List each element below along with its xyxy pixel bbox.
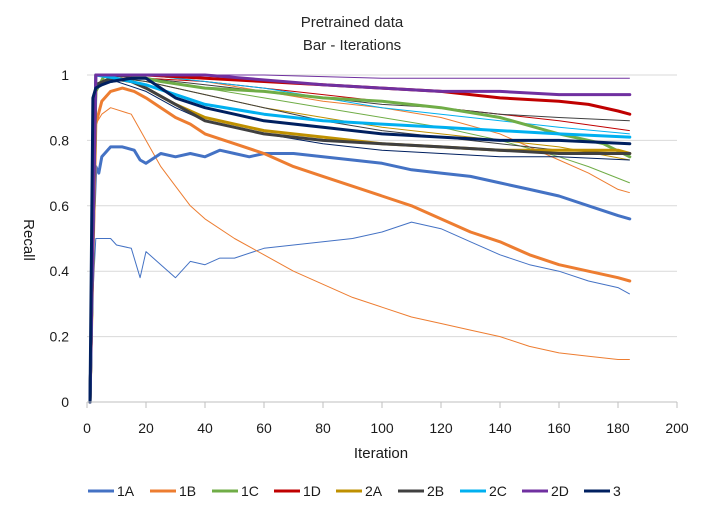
legend: 1A 1B 1C 1D 2A 2B 2C 2D 3 bbox=[88, 483, 621, 499]
y-tick-labels: 0 0.2 0.4 0.6 0.8 1 bbox=[50, 67, 70, 410]
x-tick-label: 160 bbox=[547, 420, 571, 436]
series-line-2C bbox=[88, 73, 632, 404]
x-tick-label: 140 bbox=[488, 420, 512, 436]
x-tick-labels: 0 20 40 60 80 100 120 140 160 180 200 bbox=[83, 420, 689, 436]
series-line-3 bbox=[88, 76, 632, 404]
x-tick-label: 200 bbox=[665, 420, 689, 436]
series-line-1B bbox=[88, 86, 632, 404]
x-tick-label: 100 bbox=[370, 420, 394, 436]
y-tick-label: 1 bbox=[61, 67, 69, 83]
series-line-2D bbox=[88, 73, 632, 404]
x-tick-label: 120 bbox=[429, 420, 453, 436]
series-line-1A bbox=[88, 145, 632, 404]
legend-label-1A: 1A bbox=[117, 483, 135, 499]
legend-label-3: 3 bbox=[613, 483, 621, 499]
thin-line bbox=[89, 221, 631, 403]
y-tick-label: 0 bbox=[61, 394, 69, 410]
y-axis-title: Recall bbox=[20, 219, 37, 261]
chart-title: Pretrained data bbox=[301, 14, 404, 31]
axes bbox=[86, 401, 678, 408]
legend-label-1B: 1B bbox=[179, 483, 196, 499]
legend-label-2B: 2B bbox=[427, 483, 444, 499]
legend-label-2A: 2A bbox=[365, 483, 383, 499]
x-axis-title: Iteration bbox=[354, 445, 408, 462]
y-tick-label: 0.2 bbox=[50, 329, 70, 345]
x-tick-label: 80 bbox=[315, 420, 331, 436]
x-tick-label: 180 bbox=[606, 420, 630, 436]
series-lines bbox=[88, 73, 632, 404]
y-gridlines bbox=[87, 74, 677, 338]
legend-label-2C: 2C bbox=[489, 483, 507, 499]
thin-line bbox=[89, 107, 630, 403]
legend-label-1C: 1C bbox=[241, 483, 259, 499]
x-tick-label: 40 bbox=[197, 420, 213, 436]
y-tick-label: 0.8 bbox=[50, 132, 70, 148]
chart-subtitle: Bar - Iterations bbox=[303, 37, 401, 54]
y-tick-label: 0.6 bbox=[50, 198, 70, 214]
x-tick-label: 0 bbox=[83, 420, 91, 436]
legend-label-1D: 1D bbox=[303, 483, 321, 499]
x-tick-label: 20 bbox=[138, 420, 154, 436]
x-tick-label: 60 bbox=[256, 420, 272, 436]
y-tick-label: 0.4 bbox=[50, 263, 70, 279]
legend-label-2D: 2D bbox=[551, 483, 569, 499]
